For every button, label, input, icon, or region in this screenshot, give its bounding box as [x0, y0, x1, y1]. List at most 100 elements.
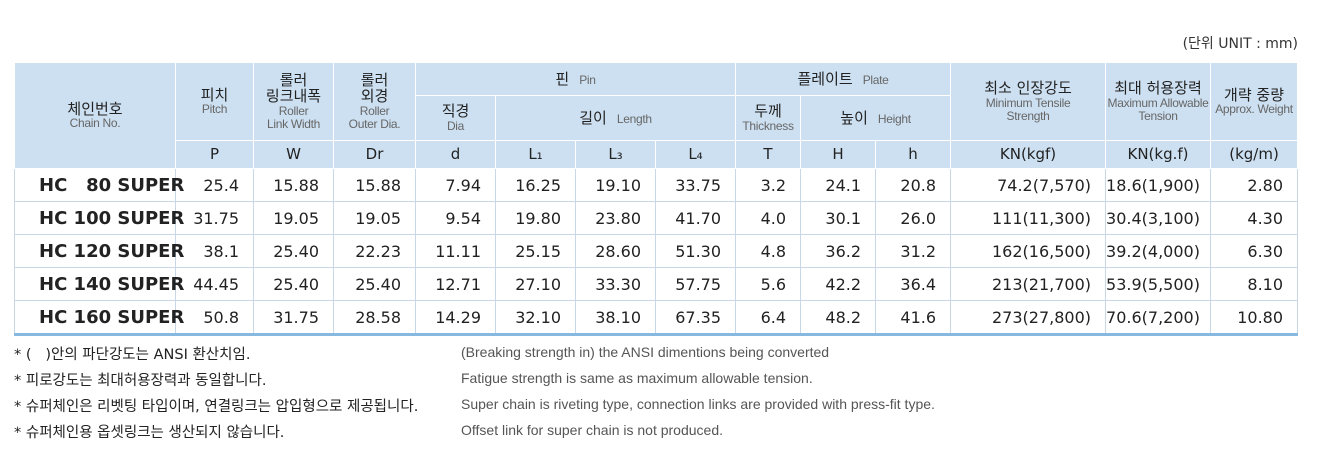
- cell: 15.88: [333, 168, 416, 202]
- chain-name: HC 120 SUPER: [14, 234, 184, 268]
- note: * ( )안의 파단강도는 ANSI 환산치임. (Breaking streng…: [14, 343, 1304, 369]
- header-en: Approx. Weight: [1215, 102, 1293, 117]
- cell: 38.1: [175, 234, 254, 268]
- cell: 4.0: [735, 201, 802, 235]
- header-symbol: L₁: [495, 140, 576, 169]
- header-cell: 높이 Height: [800, 95, 952, 141]
- note: * 슈퍼체인은 리벳팅 타입이며, 연결링크는 압입형으로 제공됩니다. Supe…: [14, 395, 1304, 421]
- chain-name: HC 140 SUPER: [14, 267, 184, 301]
- header-en: Roller: [359, 103, 390, 118]
- cell: 19.05: [253, 201, 334, 235]
- cell: 36.4: [875, 267, 952, 301]
- header-symbol: KN(kgf): [950, 140, 1107, 169]
- table-row: HC 100 SUPER 31.75 19.05 19.05 9.54 19.80 23.8…: [14, 201, 1299, 235]
- note-ko: * ( )안의 파단강도는 ANSI 환산치임.: [14, 347, 251, 363]
- cell: 67.35: [654, 300, 737, 336]
- cell: 31.75: [175, 201, 254, 235]
- cell: 5.6: [735, 267, 802, 301]
- cell: 28.58: [333, 300, 416, 336]
- header-en: Height: [877, 112, 911, 127]
- cell: 28.60: [575, 234, 656, 268]
- header-en: Length: [616, 112, 652, 127]
- cell: 33.30: [575, 267, 656, 301]
- header-en: Tension: [1138, 108, 1178, 123]
- header-ko: 롤러: [279, 70, 308, 89]
- header-cell: 플레이트 Plate: [735, 62, 952, 96]
- spec-table: 체인번호 Chain No. 피치 Pitch 롤러 링크내폭 Roller Link W…: [14, 62, 1299, 336]
- header-cell: 최대 허용장력 Maximum Allowable Tension: [1105, 62, 1212, 141]
- cell: 8.10: [1210, 267, 1299, 301]
- header-en: Strength: [1006, 108, 1050, 123]
- cell: 11.11: [415, 234, 496, 268]
- cell: 23.80: [575, 201, 656, 235]
- header-symbol: KN(kg.f): [1105, 140, 1212, 169]
- cell: 53.9(5,500): [1105, 267, 1212, 301]
- cell: 19.80: [495, 201, 576, 235]
- cell: 30.1: [800, 201, 877, 235]
- header-ko: 최대 허용장력: [1114, 79, 1202, 98]
- cell: 7.94: [415, 168, 496, 202]
- header-cell: 핀 Pin: [414, 62, 737, 96]
- note-en: Super chain is riveting type, connection…: [461, 396, 935, 412]
- table-row: HC 140 SUPER 44.45 25.40 25.40 12.71 27.10 33.…: [14, 267, 1299, 301]
- header-ko: 길이: [579, 109, 607, 128]
- cell: 213(21,700): [950, 267, 1107, 301]
- unit-note: (단위 UNIT : mm): [1182, 36, 1298, 52]
- cell: 24.1: [800, 168, 877, 202]
- note-en: (Breaking strength in) the ANSI dimentio…: [461, 344, 830, 360]
- header-ko: 직경: [441, 102, 470, 121]
- cell: 25.40: [333, 267, 416, 301]
- notes: * ( )안의 파단강도는 ANSI 환산치임. (Breaking streng…: [14, 343, 1304, 447]
- table-row: HC 80 SUPER 25.4 15.88 15.88 7.94 16.25 19.10 3…: [14, 168, 1299, 202]
- table-row: HC 160 SUPER 50.8 31.75 28.58 14.29 32.10 38.1…: [14, 300, 1299, 336]
- table-row: HC 120 SUPER 38.1 25.40 22.23 11.11 25.15 28.6…: [14, 234, 1299, 268]
- header-ko: 높이: [840, 109, 868, 128]
- cell: 25.40: [253, 267, 334, 301]
- header-en: Minimum Tensile: [985, 95, 1071, 110]
- cell: 27.10: [495, 267, 576, 301]
- cell: 31.2: [875, 234, 952, 268]
- cell: 19.10: [575, 168, 656, 202]
- note-ko: * 슈퍼체인은 리벳팅 타입이며, 연결링크는 압입형으로 제공됩니다.: [14, 399, 419, 415]
- header-cell: 직경 Dia: [415, 95, 496, 141]
- header-cell: 개략 중량 Approx. Weight: [1210, 62, 1299, 141]
- cell: 14.29: [415, 300, 496, 336]
- cell: 33.75: [654, 168, 737, 202]
- header-en: Maximum Allowable: [1107, 95, 1209, 110]
- cell: 26.0: [875, 201, 952, 235]
- cell: 15.88: [253, 168, 334, 202]
- cell: 162(16,500): [950, 234, 1107, 268]
- cell: 44.45: [175, 267, 254, 301]
- header-en: Roller: [278, 103, 309, 118]
- cell: 41.70: [654, 201, 737, 235]
- chain-name: HC 80 SUPER: [14, 168, 184, 202]
- cell: 36.2: [800, 234, 877, 268]
- header-ko: 롤러: [360, 70, 389, 89]
- header-ko: 링크내폭: [265, 87, 322, 106]
- note: * 슈퍼체인용 옵셋링크는 생산되지 않습니다. Offset link for …: [14, 421, 1304, 447]
- note-ko: * 피로강도는 최대허용장력과 동일합니다.: [14, 373, 267, 389]
- cell: 111(11,300): [950, 201, 1107, 235]
- header-cell: 피치 Pitch: [175, 62, 254, 141]
- header-symbol: W: [253, 140, 334, 169]
- header-symbol: L₄: [654, 140, 737, 169]
- cell: 42.2: [800, 267, 877, 301]
- note-en: Fatigue strength is same as maximum allo…: [461, 370, 813, 386]
- cell: 70.6(7,200): [1105, 300, 1212, 336]
- header-en: Thickness: [742, 118, 794, 133]
- cell: 18.6(1,900): [1105, 168, 1212, 202]
- header-ko: 개략 중량: [1224, 85, 1284, 104]
- header-en: Link Width: [266, 117, 321, 131]
- header-en: Dia: [446, 118, 465, 133]
- chain-name: HC 160 SUPER: [14, 300, 184, 336]
- header-symbol: d: [415, 140, 496, 169]
- cell: 12.71: [415, 267, 496, 301]
- cell: 25.4: [175, 168, 254, 202]
- header-ko: 두께: [754, 102, 782, 121]
- cell: 48.2: [800, 300, 877, 336]
- cell: 74.2(7,570): [950, 168, 1107, 202]
- header-cell: 최소 인장강도 Minimum Tensile Strength: [950, 62, 1107, 141]
- header-en: Plate: [862, 73, 889, 88]
- table-body: HC 80 SUPER 25.4 15.88 15.88 7.94 16.25 19.10 3…: [14, 168, 1299, 336]
